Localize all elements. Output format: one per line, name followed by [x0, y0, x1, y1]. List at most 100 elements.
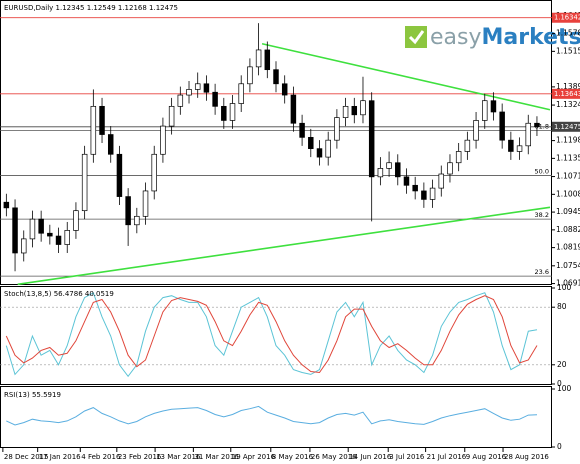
candle-body: [299, 122, 305, 138]
candle-body: [212, 91, 218, 107]
panel-title: EURUSD,Daily 1.12345 1.12549 1.12168 1.1…: [4, 4, 178, 12]
price-box-label: 1.12475: [554, 123, 580, 131]
fib-label: 38.2: [535, 211, 549, 219]
candle-body: [447, 162, 453, 175]
candle-body: [38, 218, 44, 234]
trendline: [17, 206, 551, 286]
y-tick-label: 20: [557, 360, 567, 369]
candle-body: [438, 173, 445, 189]
candle-body: [90, 105, 97, 155]
candle-body: [221, 105, 227, 121]
candle-body: [107, 134, 114, 155]
candle-body: [81, 153, 88, 212]
x-tick-label: 19 Apr 2016: [232, 453, 276, 461]
candle-body: [429, 187, 436, 200]
fib-label: 23.6: [535, 268, 549, 276]
candle-body: [464, 139, 471, 152]
candle-body: [142, 190, 149, 217]
candle-body: [273, 69, 279, 85]
candle-body: [360, 100, 366, 116]
candle-body: [47, 232, 53, 237]
candle-body: [151, 153, 157, 192]
logo: easyMarkets: [405, 25, 580, 50]
candle-body: [325, 139, 331, 158]
candle-body: [499, 111, 505, 141]
candle-body: [525, 122, 531, 147]
candle-body: [508, 139, 514, 152]
x-tick-label: 3 Jul 2016: [389, 453, 425, 461]
candle-body: [168, 105, 175, 127]
price-panel: [0, 0, 552, 285]
x-tick-label: 13 Mar 2016: [156, 453, 201, 461]
candle-body: [490, 100, 497, 113]
indicator-line: [5, 295, 538, 374]
candle-body: [29, 218, 36, 240]
candle-body: [334, 117, 340, 141]
x-tick-label: 31 Mar 2016: [194, 453, 239, 461]
stoch-panel: [0, 286, 552, 385]
price-box: [552, 121, 580, 132]
price-box: [552, 88, 580, 99]
candle-body: [55, 235, 62, 245]
x-tick-label: 9 Aug 2016: [466, 453, 507, 461]
candle-body: [194, 83, 201, 90]
y-tick-label: 1.08820: [556, 225, 580, 234]
candle-body: [516, 145, 523, 152]
logo-text: easyMarkets: [430, 25, 580, 50]
candle-body: [482, 100, 488, 121]
panel-title: Stoch(13,8,5) 56.4786 40.0519: [4, 290, 114, 298]
candle-body: [116, 153, 123, 197]
indicator-line: [5, 292, 538, 378]
y-tick-label: 100: [557, 283, 572, 292]
y-tick-label: 1.11355: [556, 153, 580, 162]
y-tick-label: 0: [557, 379, 562, 388]
x-tick-label: 14 Jun 2016: [349, 453, 392, 461]
candle-body: [403, 176, 410, 186]
logo-suffix: Markets: [482, 25, 580, 50]
fib-label: 50.0: [535, 167, 549, 175]
candle-body: [473, 120, 479, 141]
y-tick-label: 80: [557, 302, 567, 311]
candle-body: [21, 238, 27, 254]
price-box-label: 1.16342: [554, 14, 580, 22]
candle-body: [3, 201, 10, 209]
y-tick-label: 1.15780: [556, 29, 580, 38]
y-tick-label: 0: [557, 442, 562, 451]
candle-body: [386, 162, 392, 169]
x-tick-label: 28 Aug 2016: [504, 453, 549, 461]
candle-body: [229, 103, 236, 121]
candle-body: [395, 162, 401, 178]
y-tick-label: 1.11985: [556, 136, 580, 145]
x-tick-label: 21 Jul 2016: [427, 453, 467, 461]
candle-body: [64, 230, 70, 245]
candle-body: [534, 122, 540, 127]
price-box: [552, 12, 580, 23]
indicator-line: [6, 405, 538, 426]
candle-body: [412, 184, 418, 192]
y-tick-label: 1.13890: [556, 82, 580, 91]
candle-body: [455, 151, 462, 164]
x-tick-label: 28 Dec 2015: [4, 453, 49, 461]
candle-body: [160, 125, 166, 155]
x-tick-label: 8 May 2016: [272, 453, 314, 461]
y-tick-label: 1.06915: [556, 279, 580, 288]
candle-body: [134, 215, 140, 226]
y-tick-label: 1.08190: [556, 243, 580, 252]
price-box-label: 1.13643: [554, 90, 580, 98]
trendline: [261, 42, 551, 111]
y-tick-label: 1.09450: [556, 207, 580, 216]
candle-body: [368, 100, 375, 178]
y-tick-label: 1.15150: [556, 46, 580, 55]
rsi-panel: [0, 386, 552, 448]
logo-icon: [405, 26, 427, 48]
y-tick-label: 1.13245: [556, 100, 580, 109]
candle-body: [203, 83, 210, 93]
panel-title: RSI(13) 55.5919: [4, 391, 61, 399]
x-tick-label: 4 Feb 2016: [81, 453, 121, 461]
candle-body: [342, 105, 349, 118]
candle-body: [186, 89, 192, 96]
candle-body: [99, 105, 105, 135]
